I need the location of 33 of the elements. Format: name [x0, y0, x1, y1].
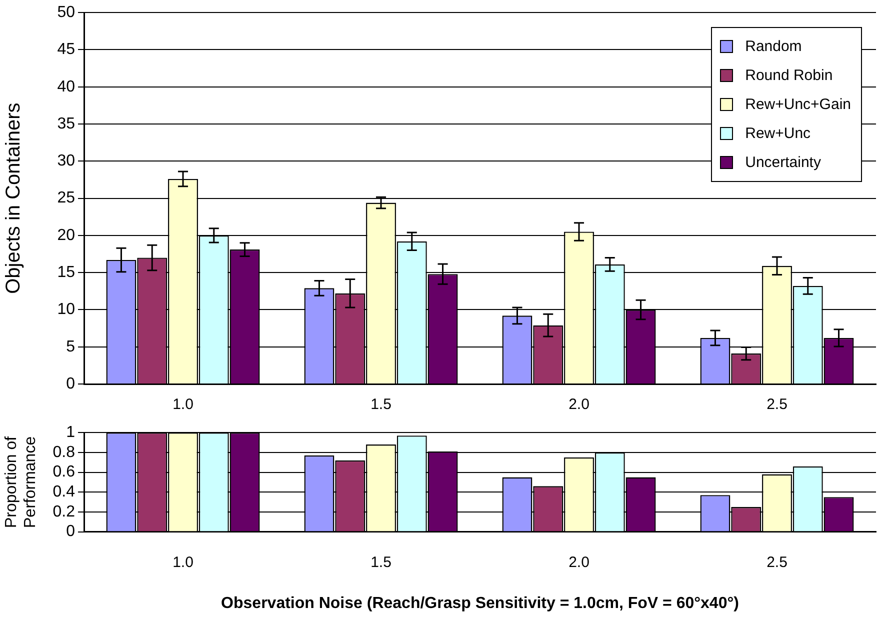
legend-label: Uncertainty — [745, 154, 821, 171]
x-tick-label: 1.0 — [172, 554, 194, 571]
y-tick-label: 50 — [57, 4, 76, 22]
legend-label: Rew+Unc+Gain — [745, 96, 851, 113]
y-tick-label: 30 — [57, 152, 76, 170]
legend-label: Rew+Unc — [745, 125, 811, 142]
y-tick-label: 0.6 — [52, 464, 76, 481]
y-tick-label: 0.8 — [52, 444, 76, 461]
y-tick-label: 5 — [66, 338, 76, 356]
y-tick-label: 10 — [57, 301, 76, 318]
x-tick-label: 2.5 — [766, 554, 788, 571]
y-tick-label: 15 — [57, 264, 76, 281]
y-tick-label: 25 — [57, 190, 76, 207]
x-tick-label: 2.5 — [766, 396, 788, 414]
y-tick-label: 45 — [57, 41, 76, 58]
y-tick-label: 0.4 — [52, 484, 76, 501]
y-tick-label: 40 — [57, 78, 76, 96]
x-tick-label: 1.5 — [370, 396, 392, 414]
x-tick-label: 2.0 — [568, 396, 590, 414]
x-axis-title: Observation Noise (Reach/Grasp Sensitivity = 1.0cm, FoV = 60°x40°) — [221, 594, 739, 612]
legend-label: Random — [745, 38, 802, 55]
y-tick-label: 0 — [66, 375, 76, 392]
x-tick-label: 1.0 — [172, 396, 194, 414]
y-tick-label: 20 — [57, 226, 76, 244]
y-tick-label: 0.2 — [52, 503, 76, 520]
y-tick-label: 0 — [66, 523, 76, 540]
y-tick-label: 35 — [57, 115, 76, 132]
y-axis-title: Objects in Containers — [2, 102, 25, 294]
y-tick-label: 1 — [66, 424, 76, 442]
y-axis-title: Proportion of Performance — [3, 436, 40, 528]
x-tick-label: 2.0 — [568, 554, 590, 571]
legend-label: Round Robin — [745, 67, 833, 84]
x-tick-label: 1.5 — [370, 554, 392, 571]
